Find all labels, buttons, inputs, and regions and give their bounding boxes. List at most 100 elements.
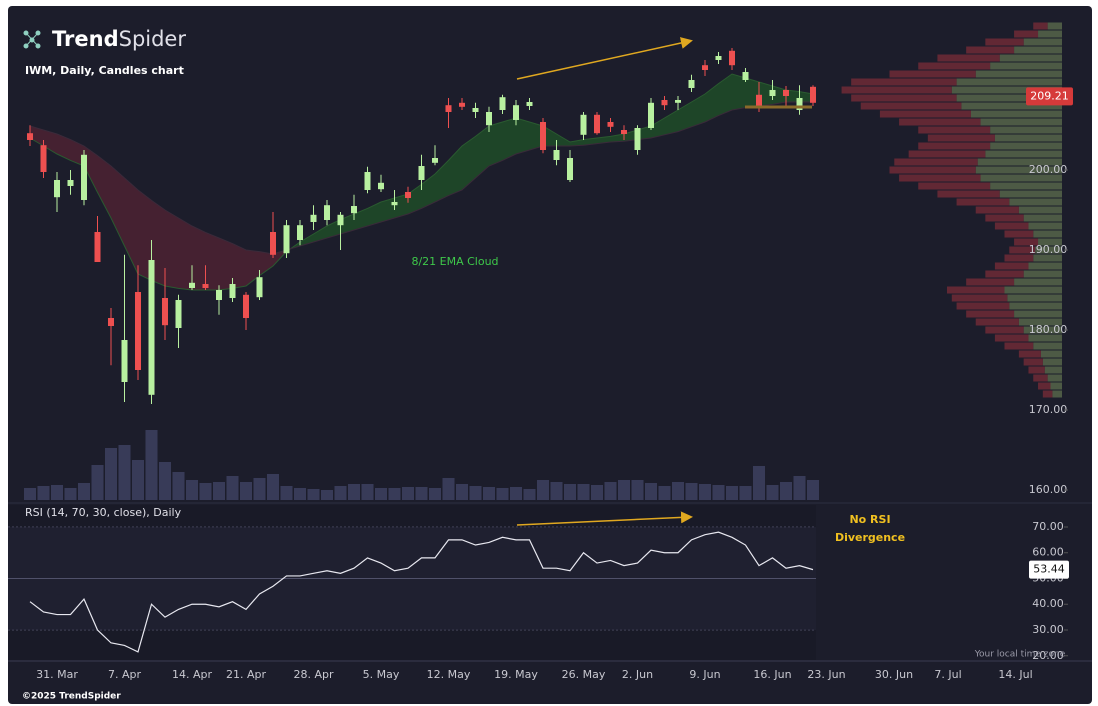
candle-body — [175, 300, 182, 328]
profile-buy — [980, 174, 1062, 182]
ema-slow-line — [29, 101, 813, 255]
profile-buy — [1007, 294, 1062, 302]
x-tick-label: 23. Jun — [807, 668, 845, 681]
profile-buy — [990, 142, 1062, 150]
profile-sell — [947, 286, 1005, 294]
cloud-segment — [394, 194, 408, 218]
volume-bar — [91, 465, 104, 500]
profile-sell — [918, 182, 991, 190]
profile-sell — [908, 150, 986, 158]
cloud-segment — [138, 190, 152, 281]
cloud-segment — [759, 82, 773, 106]
volume-bar — [496, 488, 509, 500]
volume-bar — [145, 430, 158, 500]
volume-bar — [213, 482, 225, 500]
profile-sell — [1009, 246, 1036, 254]
candle-body — [378, 182, 384, 190]
profile-buy — [1038, 238, 1062, 246]
volume-bar — [375, 488, 387, 500]
rsi-tick-label: 30.00 — [1032, 623, 1064, 636]
profile-buy — [1047, 374, 1062, 382]
rsi-tick-label: 20.00 — [1032, 649, 1064, 662]
candle-body — [297, 225, 303, 240]
profile-buy — [1040, 350, 1062, 358]
brand-light: Spider — [119, 27, 187, 51]
y-tick-label: 190.00 — [1029, 243, 1068, 256]
profile-sell — [1033, 374, 1048, 382]
volume-bar — [105, 448, 117, 500]
cloud-segment — [30, 126, 44, 146]
x-tick-label: 21. Apr — [226, 668, 266, 681]
candle-body — [553, 150, 560, 160]
cloud-segment — [57, 134, 71, 161]
volume-bar — [510, 487, 522, 500]
profile-buy — [1047, 22, 1062, 30]
ema-cloud — [29, 73, 814, 291]
candle-body — [472, 108, 479, 112]
rsi-arrow — [516, 511, 693, 526]
profile-sell — [1014, 30, 1039, 38]
profile-buy — [1035, 246, 1062, 254]
candle-body — [526, 102, 533, 106]
volume-bar — [253, 478, 266, 500]
profile-sell — [918, 142, 991, 150]
candle-body — [783, 90, 789, 96]
volume-bar — [226, 476, 239, 500]
volume-bar — [672, 482, 684, 500]
candle-body — [540, 122, 546, 150]
cloud-segment — [97, 155, 111, 218]
candle-body — [432, 158, 438, 163]
y-tick-label: 180.00 — [1029, 323, 1068, 336]
volume-bar — [442, 478, 455, 500]
cloud-segment — [84, 146, 98, 193]
volume-bar — [699, 484, 711, 500]
profile-buy — [975, 166, 1062, 174]
volume-bar — [348, 484, 360, 500]
volume-profile — [841, 22, 1062, 398]
profile-sell — [1004, 230, 1034, 238]
cloud-segment — [327, 219, 341, 238]
chart-title: IWM, Daily, Candles chart — [25, 64, 184, 77]
axis-layer: 160.00 170.00 180.00 190.00 200.00 209.21 31. … — [8, 87, 1092, 681]
candle-body — [675, 100, 681, 103]
cloud-segment — [489, 122, 503, 166]
volume-bar — [780, 482, 792, 500]
volume-bar — [537, 480, 549, 500]
candle-body — [648, 102, 654, 128]
cloud-segment — [597, 136, 611, 144]
profile-sell — [851, 78, 957, 86]
cloud-segment — [313, 226, 327, 242]
rsi-annotation: Divergence — [835, 531, 905, 544]
profile-buy — [1014, 46, 1062, 54]
cloud-segment — [705, 83, 719, 122]
volume-bar — [267, 474, 279, 500]
volume-bar — [685, 483, 698, 500]
candle-body — [445, 105, 452, 112]
profile-buy — [990, 126, 1062, 134]
candle-body — [756, 94, 762, 107]
candle-body — [594, 114, 600, 134]
volume-bar — [726, 486, 738, 500]
cloud-segment — [745, 78, 759, 108]
volume-bar — [78, 483, 90, 500]
profile-sell — [985, 38, 1024, 46]
volume-bar — [159, 462, 171, 500]
profile-buy — [1028, 222, 1062, 230]
rsi-annotation: No RSI — [849, 513, 890, 526]
profile-sell — [985, 214, 1024, 222]
candle-body — [324, 205, 330, 220]
profile-sell — [860, 102, 962, 110]
volume-bar — [294, 488, 306, 500]
cloud-segment — [151, 200, 165, 286]
cloud-segment — [502, 118, 516, 161]
candle-body — [364, 172, 371, 190]
cloud-segment — [462, 136, 476, 190]
candle-body — [148, 260, 155, 395]
rsi-layer — [8, 526, 816, 653]
profile-sell — [937, 54, 1000, 62]
profile-buy — [985, 150, 1062, 158]
profile-buy — [961, 102, 1062, 110]
profile-buy — [1044, 366, 1062, 374]
candle-body — [202, 284, 209, 288]
cloud-segment — [799, 91, 813, 102]
